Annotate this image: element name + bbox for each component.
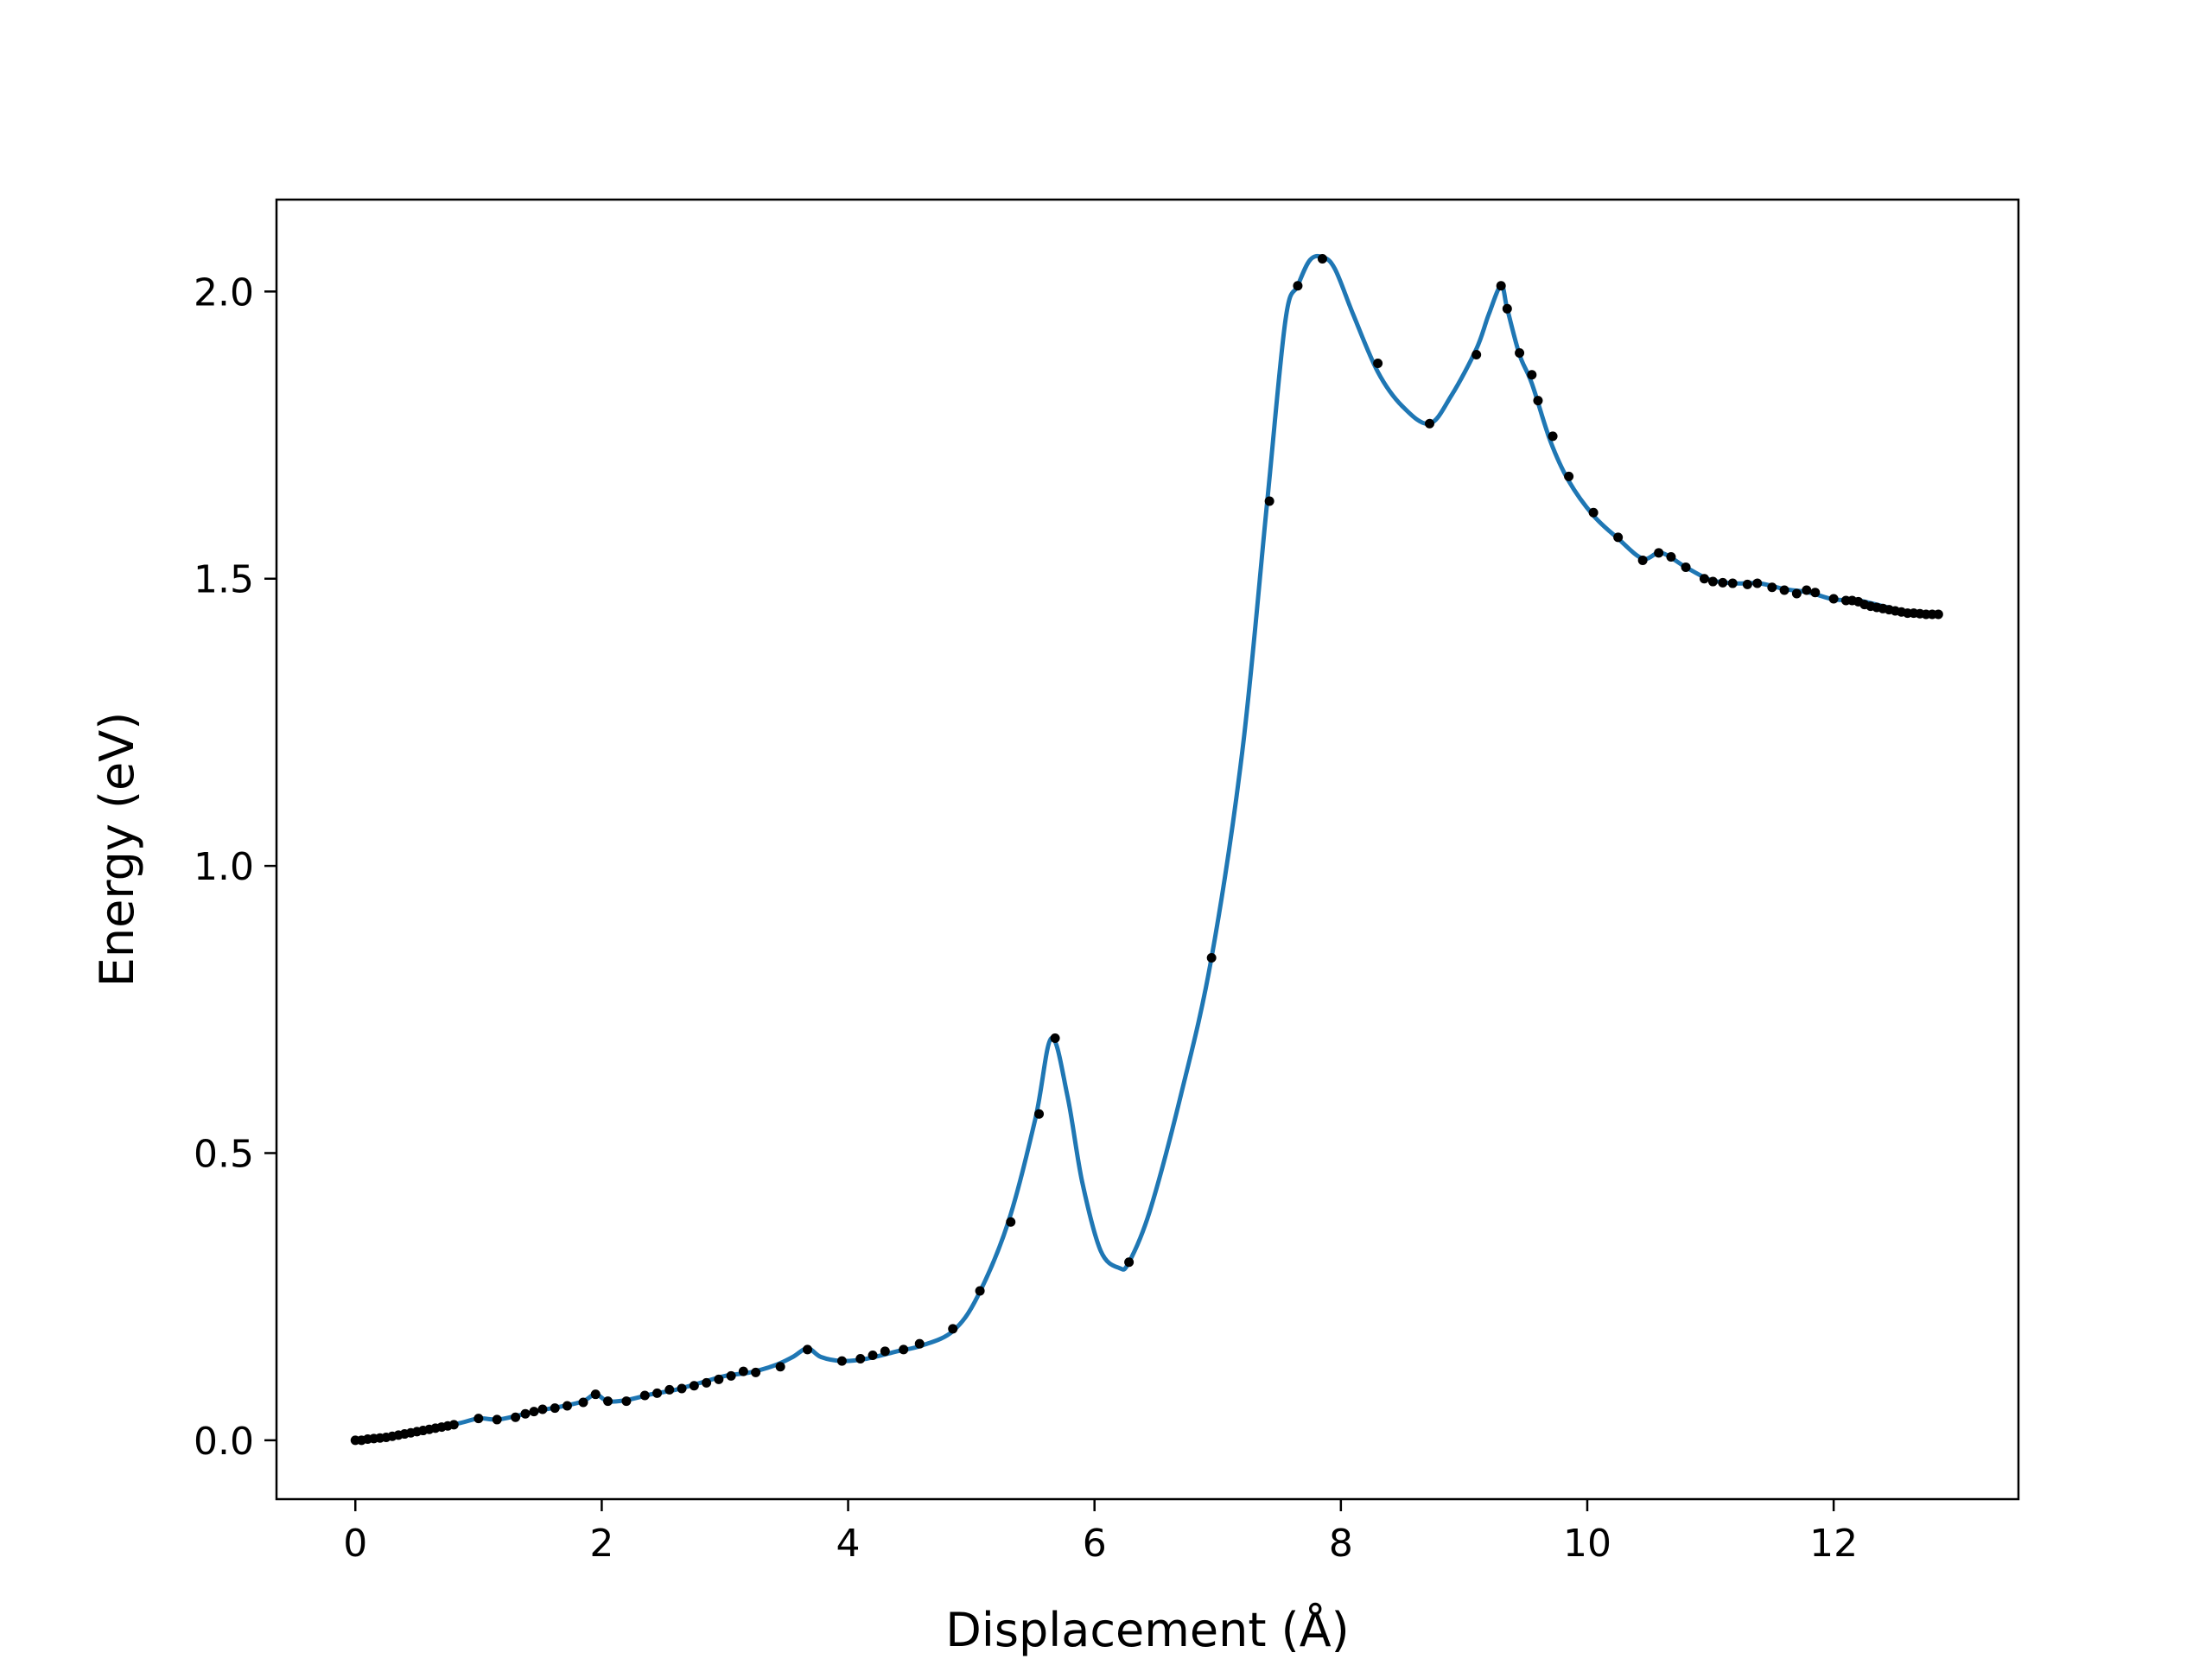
data-point [738,1366,748,1376]
data-point [1588,507,1599,518]
data-point [702,1377,712,1388]
data-point [492,1414,502,1425]
data-point [1006,1217,1016,1227]
data-point [899,1344,909,1355]
data-point [529,1407,539,1417]
data-point [1718,577,1728,588]
data-point [1034,1109,1045,1119]
data-point [1471,349,1482,359]
data-point [855,1353,866,1363]
x-tick-label: 6 [1083,1522,1107,1566]
x-tick-label: 2 [589,1522,613,1566]
data-point [1666,551,1676,562]
y-tick-label: 1.0 [194,845,254,889]
data-point [975,1286,985,1296]
data-point [1548,431,1558,442]
x-axis-ticks: 0 2 4 6 8 10 12 [343,1499,1858,1566]
data-point [1779,585,1789,595]
data-point [590,1389,601,1400]
y-tick-label: 0.0 [194,1420,254,1464]
data-point [1373,358,1383,368]
axes-frame [275,198,2020,1501]
data-point [689,1381,699,1391]
data-point [751,1367,761,1377]
data-point [1681,562,1691,572]
data-point [1707,576,1718,587]
x-tick-label: 12 [1809,1522,1858,1566]
data-point [914,1338,925,1349]
data-point [1828,594,1839,604]
data-point [511,1412,521,1422]
x-tick-label: 4 [836,1522,861,1566]
y-tick-label: 0.5 [194,1132,254,1176]
data-point [677,1383,687,1394]
data-point [802,1344,812,1355]
y-tick-label: 1.5 [194,558,254,602]
data-point [603,1396,613,1407]
data-point [1933,609,1943,620]
data-point [880,1346,890,1357]
data-point [621,1396,632,1407]
data-point [836,1356,847,1366]
data-point [1654,548,1664,558]
data-point [1613,532,1624,543]
data-point [1317,253,1327,264]
data-point [550,1403,560,1414]
data-point [520,1408,531,1419]
data-point [639,1390,650,1401]
data-point [448,1420,459,1430]
data-point [1637,555,1648,565]
data-point [1515,347,1525,358]
data-point [868,1350,878,1360]
data-point [1699,574,1709,584]
data-point [1810,588,1821,598]
data-point [1264,496,1274,506]
x-tick-label: 0 [343,1522,367,1566]
y-axis-label: Energy (eV) [90,712,144,988]
data-point [1742,579,1752,589]
data-point [1496,281,1506,291]
x-tick-label: 10 [1563,1522,1611,1566]
data-point [1424,418,1434,429]
data-point [652,1388,663,1398]
y-axis-ticks: 0.0 0.5 1.0 1.5 2.0 [194,270,276,1464]
data-point [1767,582,1777,593]
data-point [1791,588,1802,599]
data-point [562,1401,572,1411]
data-point [1293,281,1303,291]
data-point [714,1374,724,1384]
data-point [1564,471,1574,481]
data-point [1124,1257,1135,1268]
data-point [1533,396,1543,406]
x-axis-label: Displacement (Å) [945,1602,1349,1657]
y-tick-label: 2.0 [194,270,254,315]
data-point [578,1397,588,1408]
data-point [1050,1033,1060,1044]
data-point [1802,585,1812,595]
data-point [1752,578,1763,588]
data-point [948,1324,958,1334]
plot-area [350,253,1943,1446]
data-point [1727,578,1738,588]
data-point [474,1414,484,1424]
data-point [1502,303,1512,314]
data-point [726,1370,736,1381]
data-point [775,1362,785,1372]
x-tick-label: 8 [1329,1522,1353,1566]
data-point [664,1384,675,1395]
data-point [1206,952,1217,963]
data-point [537,1404,548,1414]
data-point [1527,370,1537,380]
